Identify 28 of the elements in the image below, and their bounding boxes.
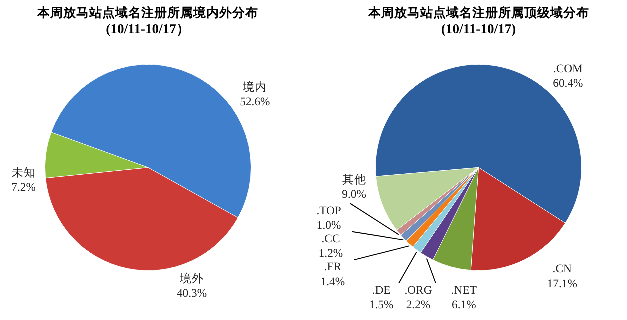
slice-label: .COM [553,62,584,76]
data-label: 1.4% [320,275,346,288]
slice-label: 未知 [12,166,36,180]
data-label: 9.0% [342,188,367,201]
data-label: 2.2% [406,298,431,312]
slice-label: .CC [322,232,340,246]
data-label: 1.5% [369,298,394,312]
data-label: 6.1% [452,298,477,312]
data-label: 7.2% [12,181,36,194]
data-label: 1.0% [316,218,342,232]
slice-label: .NET [451,284,477,298]
data-label: 40.3% [176,286,208,300]
chart-title: 本周放马站点域名注册所属顶级域分布 [367,5,590,20]
chart-subtitle: (10/11-10/17) [441,22,516,37]
slice-label: 其他 [342,173,366,186]
slice-label: .FR [324,260,342,274]
chart-subtitle: (10/11-10/17） [106,22,190,37]
data-label: 1.2% [318,247,344,260]
slice-label: 境内 [242,80,268,94]
slice-label: 境外 [178,271,204,286]
slice-label: .TOP [316,204,342,218]
chart-title: 本周放马站点域名注册所属境内外分布 [36,5,259,20]
data-label: 60.4% [553,77,584,90]
slice-label: .ORG [404,284,433,298]
data-label: 52.6% [240,95,271,108]
slice-label: .DE [372,284,391,298]
data-label: 17.1% [547,277,578,290]
slice-label: .CN [552,262,572,276]
